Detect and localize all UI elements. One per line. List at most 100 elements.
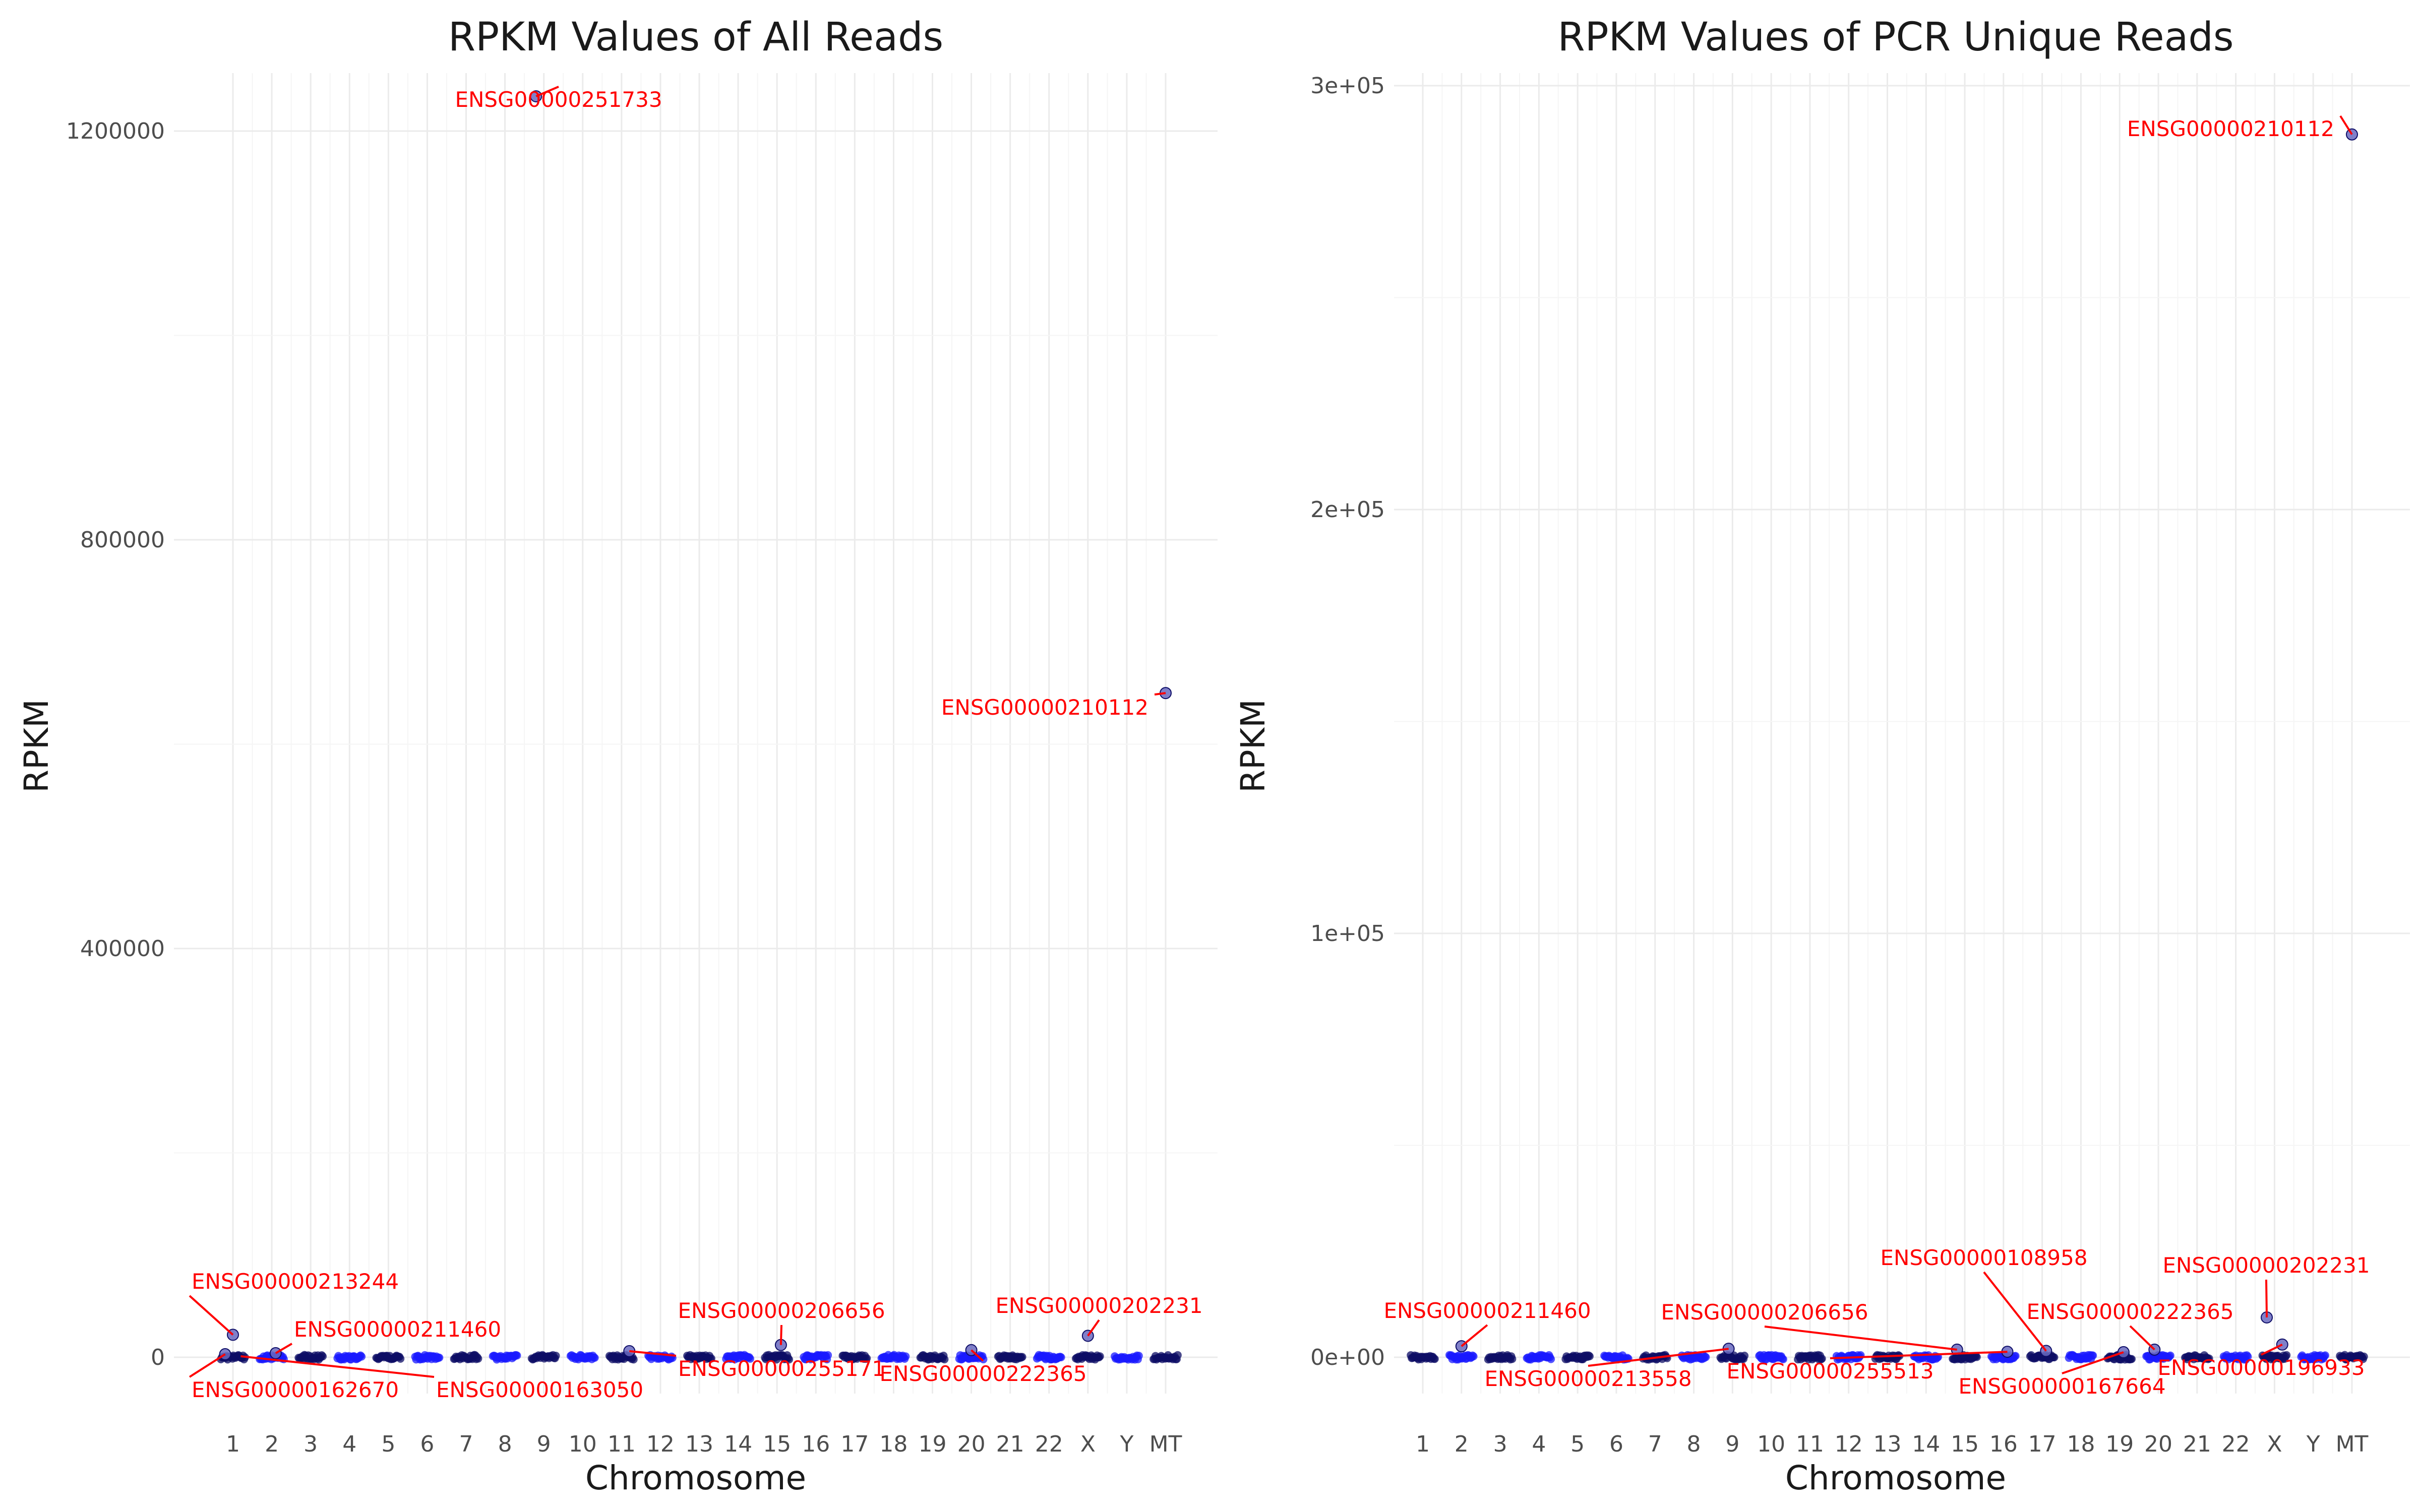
x-tick-label: 19	[2105, 1431, 2134, 1457]
data-point	[746, 1354, 754, 1363]
data-point	[1972, 1353, 1981, 1361]
x-tick-label: Y	[2306, 1431, 2320, 1457]
x-tick-label: 12	[1835, 1431, 1863, 1457]
annotation-label: ENSG00000162670	[192, 1377, 399, 1402]
y-tick-label: 400000	[80, 936, 165, 962]
data-point	[824, 1351, 832, 1359]
grid-pcr-unique-reads	[1394, 73, 2410, 1394]
y-tick-label: 0e+00	[1310, 1345, 1385, 1370]
data-point	[1702, 1353, 1710, 1361]
data-point	[474, 1354, 482, 1363]
x-tick-label: X	[2267, 1431, 2282, 1457]
x-tick-label: 4	[1532, 1431, 1546, 1457]
x-tick-label: MT	[1150, 1431, 1182, 1457]
data-point	[1057, 1353, 1065, 1362]
data-point	[629, 1355, 638, 1364]
x-tick-label: 6	[1609, 1431, 1623, 1457]
x-tick-label: 10	[1757, 1431, 1785, 1457]
annotation-leader-line	[2265, 1279, 2268, 1317]
x-tick-label: 16	[802, 1431, 830, 1457]
x-axis-title: Chromosome	[1785, 1459, 2006, 1497]
x-tick-label: 15	[1951, 1431, 1979, 1457]
data-point	[2244, 1352, 2252, 1361]
x-tick-label: 18	[879, 1431, 908, 1457]
annotation-leader-line	[2129, 1325, 2155, 1351]
data-point	[1018, 1353, 1026, 1361]
annotation-label: ENSG00000196933	[2157, 1355, 2365, 1380]
annotation-label: ENSG00000255171	[678, 1356, 885, 1381]
x-tick-label: 15	[763, 1431, 791, 1457]
x-tick-label: 1	[1416, 1431, 1430, 1457]
annotation-label: ENSG00000167664	[1958, 1374, 2165, 1399]
data-point	[357, 1352, 366, 1361]
annotation-leader-line	[1461, 1324, 1488, 1347]
x-tick-label: 7	[459, 1431, 473, 1457]
x-axis-title: Chromosome	[585, 1459, 806, 1497]
points-all-reads	[217, 90, 1182, 1364]
data-point	[1779, 1355, 1787, 1363]
x-tick-label: 21	[996, 1431, 1024, 1457]
x-tick-label: MT	[2336, 1431, 2369, 1457]
x-tick-label: 14	[1912, 1431, 1940, 1457]
annotation-label: ENSG00000108958	[1880, 1245, 2087, 1270]
y-tick-label: 1e+05	[1310, 921, 1385, 947]
y-tick-label: 1200000	[66, 118, 165, 144]
annotation-leader-line	[275, 1343, 293, 1354]
x-tick-label: 9	[537, 1431, 551, 1457]
data-point	[319, 1352, 327, 1361]
x-tick-label: 22	[1035, 1431, 1063, 1457]
data-point	[707, 1354, 715, 1363]
annotation-label: ENSG00000222365	[879, 1361, 1086, 1386]
data-point	[396, 1354, 405, 1363]
annotations-pcr-unique-reads: ENSG00000210112 ENSG00000202231 ENSG000002…	[1383, 115, 2370, 1399]
annotation-leader-line	[189, 1295, 234, 1336]
data-point	[552, 1351, 560, 1360]
x-tick-label: 16	[1989, 1431, 2018, 1457]
data-point	[1134, 1351, 1143, 1360]
y-tick-label: 3e+05	[1310, 73, 1385, 99]
annotation-leader-line	[535, 86, 559, 97]
data-point	[435, 1353, 444, 1362]
annotations-all-reads: ENSG00000251733 ENSG00000210112 ENSG000002…	[189, 86, 1203, 1402]
annotation-leader-line	[1983, 1271, 2047, 1352]
chart-title: RPKM Values of All Reads	[448, 15, 943, 60]
data-point	[1430, 1355, 1439, 1363]
x-tick-label: 17	[840, 1431, 869, 1457]
annotation-label: ENSG00000210112	[941, 695, 1148, 720]
x-tick-label: 21	[2183, 1431, 2211, 1457]
data-point	[1469, 1352, 1478, 1361]
data-point	[1740, 1351, 1749, 1360]
x-tick-label: X	[1080, 1431, 1096, 1457]
data-point	[940, 1355, 949, 1364]
data-point	[785, 1355, 794, 1364]
annotation-leader-line	[1764, 1326, 1957, 1351]
annotation-leader-line	[1087, 1319, 1100, 1337]
data-point	[863, 1354, 871, 1362]
x-tick-label: 3	[304, 1431, 318, 1457]
annotation-label: ENSG00000163050	[436, 1377, 643, 1402]
x-tick-label: Y	[1119, 1431, 1133, 1457]
x-tick-label: 11	[608, 1431, 636, 1457]
x-tick-label: 8	[498, 1431, 512, 1457]
x-tick-label: 8	[1687, 1431, 1701, 1457]
x-tick-label: 5	[1570, 1431, 1585, 1457]
annotation-leader-line	[971, 1349, 984, 1362]
x-tick-label: 22	[2222, 1431, 2250, 1457]
x-tick-label: 13	[685, 1431, 713, 1457]
x-tick-label: 4	[342, 1431, 356, 1457]
x-tick-label: 5	[381, 1431, 395, 1457]
annotation-leader-line	[1588, 1348, 1729, 1367]
data-point	[1547, 1355, 1555, 1363]
y-tick-label: 0	[151, 1345, 165, 1370]
data-point	[2321, 1351, 2330, 1360]
data-point	[2166, 1351, 2174, 1360]
x-tick-label: 20	[2144, 1431, 2172, 1457]
chart-title: RPKM Values of PCR Unique Reads	[1557, 15, 2233, 60]
annotation-label: ENSG00000202231	[995, 1293, 1202, 1318]
y-axis-title: RPKM	[17, 699, 56, 793]
annotation-leader-line	[2062, 1351, 2124, 1374]
data-point	[1508, 1355, 1517, 1363]
